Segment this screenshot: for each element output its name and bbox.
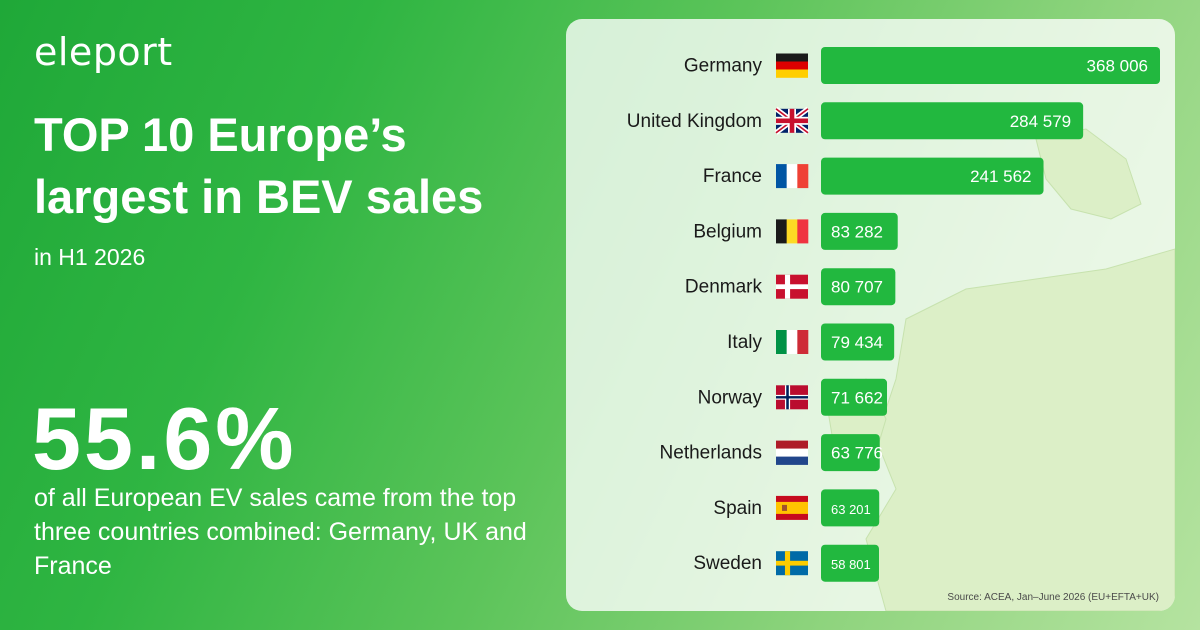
country-label: France [703,166,762,187]
left-panel: eleport TOP 10 Europe’s largest in BEV s… [0,0,560,630]
bar-chart: Germany 368 006 United Kingdom 284 579 Franc… [627,47,1160,582]
country-label: Netherlands [660,443,762,464]
flag-norway-icon [776,385,808,410]
bar [821,47,1160,84]
bar [821,323,895,361]
value-label: 58 801 [831,557,871,572]
value-label: 80 707 [831,278,883,297]
chart-row: Belgium 83 282 [693,212,898,250]
flag-belgium-icon [776,219,809,244]
value-label: 71 662 [831,388,883,407]
chart-row: Sweden 58 801 [693,544,879,582]
chart-row: Germany 368 006 [684,47,1160,84]
bar [821,544,879,582]
page-title: TOP 10 Europe’s largest in BEV sales [34,108,484,223]
country-label: Italy [727,332,762,353]
country-label: Norway [698,387,763,408]
flag-netherlands-icon [776,440,808,465]
bar [821,268,896,306]
country-label: Spain [713,498,762,519]
value-label: 241 562 [970,167,1031,186]
chart-row: Denmark 80 707 [685,268,896,306]
bar [821,212,898,250]
source-note: Source: ACEA, Jan–June 2026 (EU+EFTA+UK) [947,592,1159,603]
flag-spain-icon [776,495,808,520]
country-label: United Kingdom [627,111,762,132]
country-label: Germany [684,56,763,77]
value-label: 284 579 [1010,112,1071,131]
bar [821,102,1084,140]
chart-row: Italy 79 434 [727,323,895,361]
eleport-logo: eleport [34,30,173,74]
big-stat: 55.6% [32,389,297,488]
country-label: Sweden [693,553,762,574]
chart-row: Netherlands 63 776 [660,434,883,472]
flag-germany-icon [776,53,808,78]
country-label: Belgium [693,221,762,242]
chart-row: France 241 562 [703,157,1044,195]
bar [821,434,880,472]
flag-france-icon [776,164,809,189]
flag-sweden-icon [776,551,808,576]
value-label: 83 282 [831,222,883,241]
flag-italy-icon [776,330,809,354]
stat-description: of all European EV sales came from the t… [34,484,527,580]
bar [821,157,1044,195]
value-label: 79 434 [831,333,883,352]
flag-uk-icon [774,106,810,135]
page-subtitle: in H1 2026 [34,244,146,270]
chart-card: Germany 368 006 United Kingdom 284 579 Franc… [566,19,1175,611]
flag-denmark-icon [776,274,808,299]
chart-row: United Kingdom 284 579 [627,102,1084,140]
chart-row: Spain 63 201 [713,489,880,527]
chart-row: Norway 71 662 [698,378,888,416]
bar [821,378,888,416]
value-label: 63 201 [831,502,871,517]
value-label: 368 006 [1087,57,1148,76]
value-label: 63 776 [831,444,883,463]
country-label: Denmark [685,277,763,298]
bar [821,489,880,527]
